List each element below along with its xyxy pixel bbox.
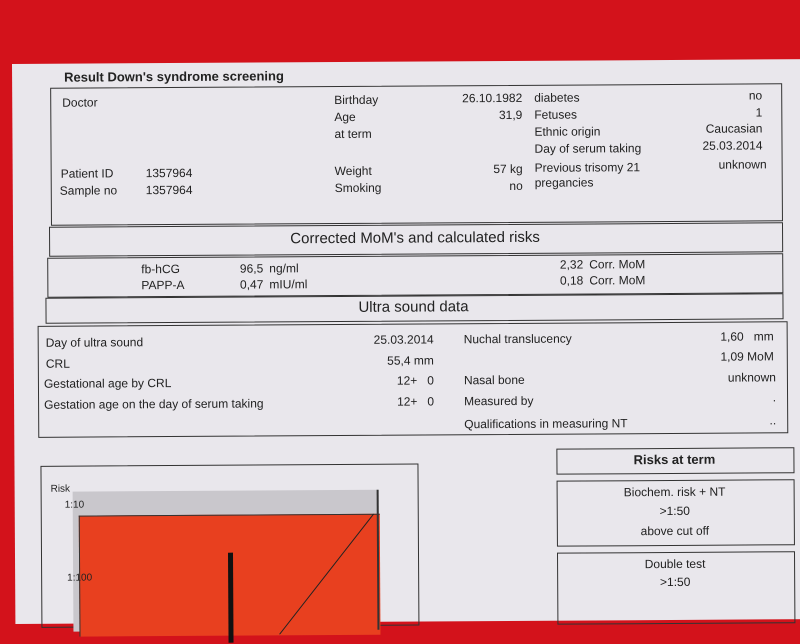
prev-trisomy: unknown — [718, 157, 767, 172]
qual-label: Qualifications in measuring NT — [464, 416, 628, 432]
report-sheet: Result Down's syndrome screening Doctor … — [12, 59, 800, 643]
birthday: 26.10.1982 — [462, 90, 523, 106]
patient-id-label: Patient ID — [60, 166, 114, 181]
report-title: Result Down's syndrome screening — [64, 68, 284, 85]
patient-id: 1357964 — [145, 165, 193, 181]
qual: .. — [769, 413, 777, 428]
us-day: 25.03.2014 — [373, 332, 434, 347]
mom-row-mom-unit: Corr. MoM — [589, 257, 646, 272]
double-test-label: Double test — [644, 556, 706, 572]
nasal-label: Nasal bone — [463, 372, 525, 388]
nt-label: Nuchal translucency — [463, 331, 572, 347]
age-label: Age — [334, 109, 356, 125]
mom-row-mom: 0,18 — [559, 273, 584, 288]
ethnic: Caucasian — [705, 121, 763, 136]
fetuses-label: Fetuses — [534, 107, 578, 122]
smoking: no — [509, 178, 523, 193]
diabetes-label: diabetes — [534, 90, 580, 105]
mom-row-mom: 2,32 — [559, 257, 584, 272]
biochem-note: above cut off — [640, 523, 710, 539]
sample-no: 1357964 — [145, 182, 193, 198]
crl: 55,4 mm — [387, 353, 434, 368]
tick-1-10: 1:10 — [64, 499, 85, 511]
ga-serum-label: Gestation age on the day of serum taking — [44, 396, 264, 412]
prev-trisomy-label-2: pregancies — [534, 175, 594, 190]
weight: 57 kg — [493, 161, 523, 177]
nt-mom: 1,09 MoM — [720, 349, 774, 364]
prev-trisomy-label: Previous trisomy 21 — [534, 160, 641, 175]
doctor-label: Doctor — [62, 95, 98, 110]
biochem-label: Biochem. risk + NT — [623, 484, 726, 500]
nasal: unknown — [727, 370, 776, 385]
fetuses: 1 — [755, 105, 763, 120]
measured: . — [772, 390, 777, 405]
crl-label: CRL — [45, 356, 70, 371]
mom-row-name: PAPP-A — [141, 277, 185, 293]
chart-y-label: Risk — [50, 483, 71, 495]
smoking-label: Smoking — [334, 180, 382, 196]
age: 31,9 — [498, 107, 523, 123]
serum-day-label: Day of serum taking — [534, 141, 642, 156]
at-term-label: at term — [334, 126, 372, 142]
nt: 1,60 mm — [720, 329, 774, 344]
us-day-label: Day of ultra sound — [45, 335, 144, 350]
mom-row-value: 0,47 — [239, 277, 264, 292]
risks-title: Risks at term — [633, 451, 716, 468]
double-test-value: >1:50 — [659, 574, 691, 590]
mom-row-name: fb-hCG — [141, 261, 180, 277]
mom-row-mom-unit: Corr. MoM — [589, 273, 646, 288]
mom-row-unit: ng/ml — [269, 261, 299, 276]
mom-row-value: 96,5 — [239, 261, 264, 276]
cutoff-curve — [279, 513, 375, 635]
birthday-label: Birthday — [334, 92, 379, 108]
patient-box — [50, 83, 783, 226]
sample-no-label: Sample no — [59, 183, 118, 198]
ga-crl: 12+ 0 — [396, 373, 434, 388]
tick-1-100: 1:100 — [67, 572, 93, 584]
biochem-value: >1:50 — [659, 503, 690, 519]
ga-crl-label: Gestational age by CRL — [43, 376, 172, 391]
ethnic-label: Ethnic origin — [534, 124, 601, 139]
measured-label: Measured by — [464, 393, 534, 409]
weight-label: Weight — [334, 163, 372, 179]
serum-day: 25.03.2014 — [702, 138, 763, 153]
ga-serum: 12+ 0 — [396, 394, 435, 409]
mom-row-unit: mIU/ml — [269, 277, 308, 292]
diabetes: no — [748, 88, 763, 103]
